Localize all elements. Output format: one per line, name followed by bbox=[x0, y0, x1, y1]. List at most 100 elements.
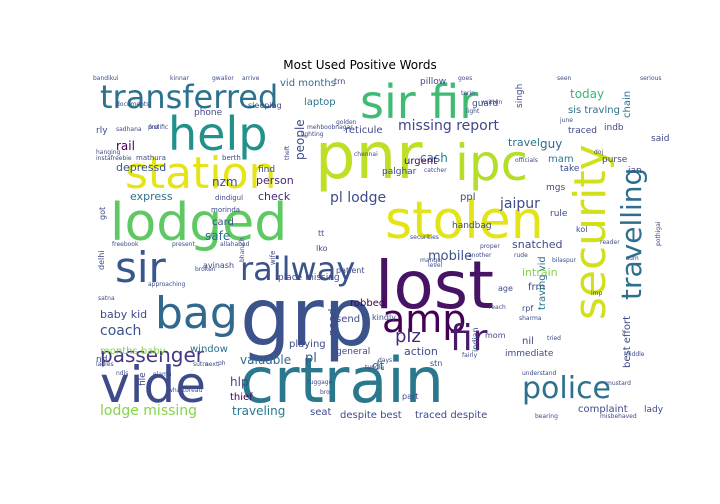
word-instafreebie: instafreebie bbox=[96, 155, 132, 162]
word-lodged: lodged bbox=[110, 193, 287, 253]
word-got: got bbox=[98, 207, 107, 220]
word-bag: bag bbox=[155, 288, 238, 339]
word-mam: mam bbox=[548, 154, 574, 165]
word-mgs: mgs bbox=[546, 183, 565, 193]
word-pl: pl bbox=[305, 351, 317, 366]
word-light: light bbox=[466, 108, 480, 115]
word-middle: middle bbox=[624, 351, 645, 358]
word-kinnar: kinnar bbox=[170, 75, 189, 82]
word-present: present bbox=[172, 241, 195, 248]
word-months-baby: months baby bbox=[100, 346, 166, 357]
word-lko: lko bbox=[316, 244, 328, 253]
word-sis-travlng: sis travlng bbox=[568, 105, 620, 116]
word-sir-fir: sir fir bbox=[360, 75, 478, 129]
word-serious: serious bbox=[640, 75, 662, 82]
word-transferred: transferred bbox=[100, 78, 278, 116]
word-lodge-missing: lodge missing bbox=[100, 403, 197, 419]
word-patient: patient bbox=[336, 266, 364, 275]
word-said: said bbox=[651, 134, 669, 144]
word-pl-lodge: pl lodge bbox=[330, 190, 386, 206]
word-pillow: pillow bbox=[420, 77, 446, 87]
word-palghar: palghar bbox=[382, 167, 417, 177]
word-vide: vide bbox=[100, 356, 206, 414]
word-days: days bbox=[378, 357, 392, 364]
word-fir: fir bbox=[450, 318, 488, 359]
word-traving-vid: traving vid bbox=[537, 256, 548, 310]
word-take: take bbox=[560, 164, 580, 174]
word-security: security bbox=[565, 144, 616, 320]
word-jaipur: jaipur bbox=[499, 196, 540, 212]
word-freebook: freebook bbox=[112, 241, 139, 248]
word-nzm: nzm bbox=[212, 175, 238, 189]
word-dt: dt bbox=[372, 359, 385, 373]
word-action: action bbox=[404, 345, 438, 358]
word-tt: tt bbox=[318, 229, 324, 238]
word-rule: rule bbox=[550, 209, 568, 219]
word-snatched: snatched bbox=[512, 238, 563, 251]
word-place-missing: place missing bbox=[278, 273, 340, 283]
word-elama: elama bbox=[153, 371, 172, 378]
word-amp: amp bbox=[382, 297, 466, 341]
word-mathura: mathura bbox=[136, 154, 166, 162]
word-tarin: tarin bbox=[461, 90, 475, 97]
word-june: june bbox=[559, 117, 573, 124]
word-delhi: delhi bbox=[97, 250, 106, 270]
word-level: level bbox=[428, 262, 443, 269]
word-avinash: avinash bbox=[203, 261, 234, 270]
word-depressd: depressd bbox=[116, 161, 166, 174]
word-bharuch: bharuch bbox=[239, 237, 246, 262]
word-indian: indian bbox=[471, 327, 480, 352]
word-seat: seat bbox=[310, 407, 331, 418]
word-window: window bbox=[190, 344, 228, 355]
word-safe: safe bbox=[205, 229, 230, 243]
word-written: written bbox=[481, 99, 502, 106]
word-morinda: morinda bbox=[211, 206, 240, 214]
word-kindly: kindly bbox=[372, 313, 396, 322]
word-people: people bbox=[293, 119, 307, 160]
word-tundla: tundla bbox=[365, 364, 384, 371]
word-complaint: complaint bbox=[578, 404, 628, 415]
word-imp: imp bbox=[591, 290, 603, 297]
word-traveling: traveling bbox=[232, 404, 285, 418]
word-today: today bbox=[570, 87, 604, 101]
word-ppl: ppl bbox=[460, 192, 475, 203]
word-lost: lost bbox=[375, 247, 494, 324]
word-jan: jan bbox=[627, 166, 642, 176]
word-help: help bbox=[168, 107, 267, 161]
word-lighting: lighting bbox=[301, 131, 324, 138]
word-crtrain: crtrain bbox=[240, 344, 444, 417]
word-trn: trn bbox=[334, 77, 345, 86]
word-despite-best: despite best bbox=[340, 410, 402, 421]
word-chain: chain bbox=[622, 91, 633, 118]
word-pnr: pnr bbox=[315, 120, 423, 194]
word-traced: traced bbox=[568, 126, 597, 136]
word-tried: tried bbox=[547, 335, 561, 342]
word-police: police bbox=[522, 371, 611, 406]
word-grp: grp bbox=[240, 271, 374, 364]
word-best-effort: best effort bbox=[622, 316, 633, 368]
word-theft: theft bbox=[284, 145, 291, 160]
word-mobile: mobile bbox=[428, 249, 472, 264]
word-card: card bbox=[212, 217, 234, 228]
word-bilaspur: bilaspur bbox=[552, 257, 577, 264]
word-baby-kid: baby kid bbox=[100, 308, 147, 321]
word-frst: frst bbox=[149, 124, 160, 131]
word-travelling: travelling bbox=[615, 168, 648, 300]
word-sum: sum bbox=[626, 255, 639, 262]
word-understand: understand bbox=[522, 370, 557, 377]
word-valuable: valuable bbox=[240, 353, 291, 367]
word-fairly: fairly bbox=[462, 352, 478, 359]
word-nd: nd bbox=[96, 355, 107, 365]
word-railway: railway bbox=[240, 250, 355, 288]
word-reader: reader bbox=[600, 239, 620, 246]
word-seen: seen bbox=[557, 75, 572, 82]
word-berth: berth bbox=[222, 154, 241, 162]
word-rude: rude bbox=[514, 252, 528, 259]
word-lady: lady bbox=[644, 405, 664, 415]
word-guy: guy bbox=[540, 137, 562, 151]
word-need: need bbox=[326, 309, 339, 337]
word-send: send bbox=[336, 314, 360, 325]
word-missing-report: missing report bbox=[398, 118, 499, 134]
word-chennai: chennai bbox=[354, 151, 378, 158]
word-allahabad: allahabad bbox=[220, 241, 250, 248]
